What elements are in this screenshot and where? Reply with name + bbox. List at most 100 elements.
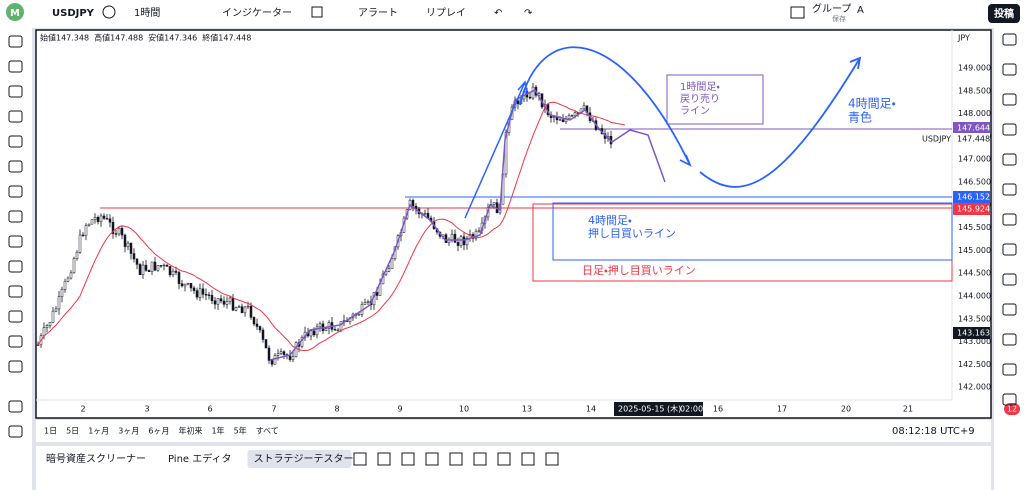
- tab[interactable]: Pine エディタ: [168, 452, 232, 465]
- badge: [1004, 403, 1020, 415]
- side-icon[interactable]: [1002, 393, 1017, 406]
- group[interactable]: グループ: [812, 2, 851, 15]
- alerts[interactable]: アラート: [358, 7, 398, 19]
- price-tick: 144.500: [958, 269, 991, 278]
- side-icon[interactable]: [1002, 33, 1017, 46]
- tool-icon[interactable]: [8, 85, 23, 98]
- side-icon[interactable]: [1002, 153, 1017, 166]
- candle: [327, 322, 331, 329]
- layout-icon[interactable]: [311, 6, 323, 18]
- drawing-tool[interactable]: [497, 452, 511, 466]
- tool-icon[interactable]: [8, 110, 23, 123]
- tool-icon[interactable]: [8, 360, 23, 373]
- side-icon[interactable]: [1002, 213, 1017, 226]
- tool-icon[interactable]: [8, 210, 23, 223]
- candle: [144, 264, 148, 271]
- tool-icon[interactable]: [8, 185, 23, 198]
- candle: [246, 305, 250, 308]
- replay[interactable]: リプレイ: [426, 7, 466, 19]
- time-tick: 9: [397, 405, 402, 414]
- side-icon[interactable]: [1002, 333, 1017, 346]
- redo[interactable]: ↷: [524, 8, 533, 19]
- post-label: 投稿: [994, 7, 1014, 20]
- candle: [183, 283, 187, 287]
- tool-icon[interactable]: [8, 285, 23, 298]
- layout-btn[interactable]: [790, 6, 805, 19]
- tool-icon[interactable]: [8, 260, 23, 273]
- side-icon[interactable]: [1002, 63, 1017, 76]
- candle: [45, 325, 49, 328]
- time-tick: 10: [459, 405, 469, 414]
- drawing-tool[interactable]: [473, 452, 487, 466]
- candle: [201, 288, 205, 295]
- drawing-tool[interactable]: [401, 452, 415, 466]
- bottom-panel: [36, 446, 991, 490]
- tool-icon[interactable]: [8, 400, 23, 413]
- candle: [456, 242, 460, 246]
- side-icon[interactable]: [1002, 363, 1017, 376]
- drawing-tool[interactable]: [545, 452, 559, 466]
- range-btn[interactable]: 年初来: [178, 426, 202, 436]
- tab[interactable]: ストラテジーテスター: [254, 453, 354, 465]
- candle: [204, 294, 208, 296]
- candle: [282, 351, 286, 355]
- range-btn[interactable]: 5年: [234, 426, 247, 436]
- side-icon[interactable]: [1002, 273, 1017, 286]
- drawing-tool[interactable]: [521, 452, 535, 466]
- candle: [249, 305, 253, 318]
- chart-content: 始値147.348 高値147.488 安値147.346 終値147.448 JPY 1…: [36, 33, 991, 416]
- range-btn[interactable]: 1ヶ月: [88, 427, 109, 436]
- h1-box: [666, 74, 764, 125]
- font-btn[interactable]: A: [857, 5, 864, 16]
- range-bar: [36, 420, 991, 442]
- tool-icon[interactable]: [8, 425, 23, 438]
- tool-icon[interactable]: [8, 335, 23, 348]
- range-btn[interactable]: 1日: [44, 427, 57, 436]
- drawing-tool[interactable]: [377, 452, 391, 466]
- logo[interactable]: [6, 3, 24, 21]
- price-tag-label: 147.644: [957, 124, 990, 133]
- wave: [519, 46, 692, 167]
- candle: [210, 295, 214, 302]
- add-symbol[interactable]: [102, 5, 116, 19]
- symbol[interactable]: USDJPY: [52, 8, 95, 19]
- crosshair-time: 02:00: [680, 405, 703, 414]
- h4-note: 4時間足・: [848, 97, 896, 111]
- candle: [87, 223, 91, 226]
- side-icon[interactable]: [1002, 183, 1017, 196]
- candle: [186, 283, 190, 285]
- post-btn[interactable]: [988, 4, 1020, 23]
- save[interactable]: 保存: [832, 14, 846, 23]
- side-icon[interactable]: [1002, 93, 1017, 106]
- interval[interactable]: 1時間: [134, 7, 160, 19]
- currency: JPY: [957, 34, 970, 43]
- h1-note: ライン: [680, 105, 710, 117]
- side-icon[interactable]: [1002, 303, 1017, 316]
- drawing-tool[interactable]: [449, 452, 463, 466]
- tool-icon[interactable]: [8, 35, 23, 48]
- tool-icon[interactable]: [8, 160, 23, 173]
- drawing-tool[interactable]: [353, 452, 367, 466]
- candle: [315, 326, 319, 336]
- time-tick: 8: [334, 405, 339, 414]
- undo[interactable]: ↶: [494, 8, 502, 19]
- tool-icon[interactable]: [8, 235, 23, 248]
- side-icon[interactable]: [1002, 243, 1017, 256]
- range-btn[interactable]: すべて: [256, 427, 279, 436]
- candle: [567, 115, 571, 119]
- candle: [36, 344, 40, 346]
- side-icon[interactable]: [1002, 123, 1017, 136]
- candle: [198, 288, 202, 298]
- candle: [255, 323, 259, 327]
- tool-icon[interactable]: [8, 60, 23, 73]
- tool-icon[interactable]: [8, 135, 23, 148]
- indicators[interactable]: インジケーター: [222, 7, 292, 19]
- range-btn[interactable]: 3ヶ月: [118, 427, 139, 436]
- range-btn[interactable]: 1年: [211, 426, 224, 436]
- range-btn[interactable]: 6ヶ月: [148, 427, 169, 436]
- drawing-tool[interactable]: [425, 452, 439, 466]
- tab[interactable]: 暗号資産スクリーナー: [46, 452, 146, 465]
- range-btn[interactable]: 5日: [66, 427, 79, 436]
- candle: [135, 258, 139, 265]
- tool-icon[interactable]: [8, 310, 23, 323]
